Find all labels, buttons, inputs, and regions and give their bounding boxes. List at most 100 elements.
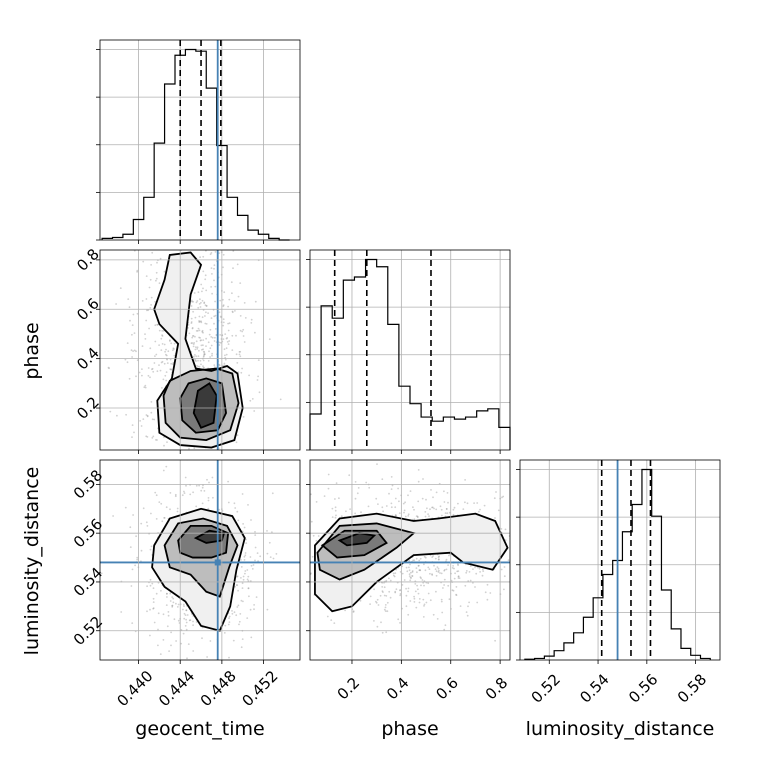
sample-point [193, 355, 195, 358]
sample-point [225, 337, 228, 340]
sample-point [171, 596, 174, 598]
sample-point [429, 599, 432, 602]
sample-point [333, 622, 336, 624]
sample-point [162, 639, 165, 641]
sample-point [169, 508, 171, 511]
sample-point [211, 273, 213, 275]
sample-point [177, 619, 180, 622]
sample-point [146, 415, 149, 418]
sample-point [177, 229, 179, 231]
sample-point [376, 463, 378, 465]
sample-point [465, 570, 468, 572]
contour-level-2 [162, 367, 240, 442]
sample-point [227, 343, 230, 345]
sample-point [170, 362, 173, 365]
sample-point [204, 274, 207, 277]
sample-point [521, 553, 523, 555]
sample-point [200, 320, 203, 323]
sample-point [423, 603, 426, 606]
sample-point [133, 431, 135, 434]
sample-point [231, 610, 233, 612]
sample-point [408, 566, 410, 569]
sample-point [432, 496, 434, 499]
sample-point [407, 513, 410, 516]
sample-point [243, 341, 246, 343]
sample-point [414, 590, 417, 593]
sample-point [200, 283, 203, 286]
sample-point [132, 313, 135, 316]
sample-point [430, 489, 432, 491]
sample-point [464, 501, 466, 504]
sample-point [436, 618, 439, 620]
sample-point [236, 575, 239, 578]
sample-point [308, 521, 310, 523]
sample-point [237, 295, 240, 298]
sample-point [312, 534, 315, 537]
sample-point [165, 348, 167, 351]
sample-point [222, 298, 224, 301]
sample-point [228, 322, 231, 325]
sample-point [196, 330, 199, 332]
sample-point [407, 515, 410, 517]
sample-point [228, 656, 230, 659]
sample-point [132, 350, 135, 352]
sample-point [135, 535, 138, 538]
sample-point [381, 631, 384, 634]
sample-point [236, 510, 239, 513]
sample-point [191, 230, 193, 232]
sample-point [365, 481, 368, 484]
sample-point [303, 547, 305, 549]
sample-point [189, 619, 192, 621]
sample-point [143, 386, 146, 389]
sample-point [452, 565, 454, 567]
sample-point [241, 367, 244, 370]
sample-point [222, 338, 225, 340]
sample-point [417, 592, 420, 595]
sample-point [254, 559, 256, 562]
sample-point [173, 342, 176, 345]
sample-point [259, 508, 261, 510]
sample-point [166, 358, 169, 361]
sample-point [143, 462, 145, 464]
sample-point [127, 298, 130, 300]
sample-point [210, 252, 213, 254]
sample-point [149, 307, 152, 309]
sample-point [385, 579, 388, 582]
sample-point [210, 344, 213, 347]
sample-point [130, 349, 133, 352]
sample-point [447, 501, 449, 504]
sample-point [384, 604, 387, 606]
sample-point [244, 572, 246, 575]
axes-frame [99, 459, 301, 661]
sample-point [285, 564, 287, 566]
sample-point [472, 568, 474, 570]
sample-point [172, 601, 175, 604]
sample-point [382, 591, 384, 593]
sample-point [236, 576, 238, 578]
sample-point [202, 331, 204, 334]
sample-point [360, 511, 362, 514]
sample-point [238, 353, 241, 356]
sample-point [348, 474, 351, 477]
sample-point [243, 526, 246, 529]
sample-point [383, 594, 386, 597]
sample-point [352, 610, 355, 613]
sample-point [170, 644, 172, 647]
sample-point [385, 505, 388, 507]
sample-point [161, 330, 164, 332]
sample-point [467, 605, 469, 608]
sample-point [479, 508, 481, 511]
sample-point [439, 505, 442, 508]
sample-point [242, 335, 245, 337]
sample-point [214, 300, 217, 303]
sample-point [172, 363, 174, 365]
gridlines [310, 460, 510, 660]
sample-point [214, 336, 216, 339]
sample-point [399, 622, 401, 624]
sample-point [281, 574, 283, 576]
sample-point [413, 601, 416, 603]
sample-point [419, 576, 422, 578]
sample-point [124, 358, 127, 361]
sample-point [180, 642, 183, 645]
sample-point [455, 586, 458, 588]
